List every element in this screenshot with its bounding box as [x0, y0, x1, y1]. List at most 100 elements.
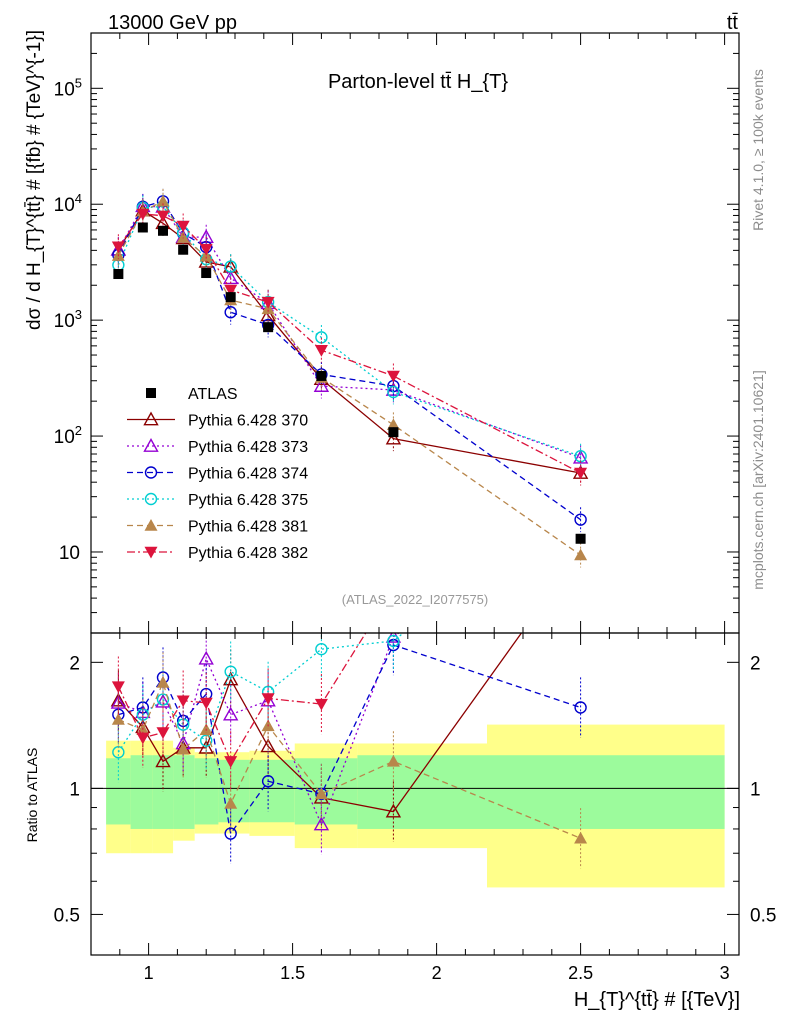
series-point-2-9 — [574, 513, 587, 526]
series-point-5-0 — [111, 241, 125, 254]
stat-band-6 — [249, 759, 295, 823]
ratio-tick-label: 0.5 — [54, 905, 80, 926]
ratio-point-1-9 — [574, 489, 587, 501]
series-point-5-2 — [156, 210, 170, 223]
ratio-uncertainty-bands — [106, 724, 725, 888]
legend-marker-4 — [144, 492, 158, 506]
series-line-3 — [117, 205, 581, 457]
ratio-point-5-3 — [176, 695, 190, 708]
ratio-line-4 — [118, 680, 581, 839]
ratio-point-1-0 — [110, 694, 127, 709]
legend-label-2: Pythia 6.428 373 — [188, 439, 308, 456]
x-tick-label: 1 — [144, 963, 154, 983]
ratio-point-0-2 — [155, 753, 171, 768]
y-tick-label: 103 — [54, 307, 82, 332]
legend-label-5: Pythia 6.428 381 — [188, 519, 308, 536]
axis-ticks: 1 1.5 2 2.5 3 10 102 103 104 105 0.5 0.5 1 1 2 2 — [54, 32, 776, 983]
chart-title: Parton-level tt̄ H_{T} — [328, 71, 508, 93]
series-point-1-9 — [572, 449, 589, 464]
process-label: tt̄ — [727, 12, 739, 34]
stat-band-4 — [194, 758, 219, 825]
series-point-5-6 — [261, 296, 275, 309]
series-point-4-4 — [199, 249, 213, 262]
rivet-label: Rivet 4.1.0, ≥ 100k events — [750, 69, 766, 231]
series-point-5-8 — [386, 370, 400, 383]
series-point-3-5 — [224, 260, 237, 273]
legend-marker-3 — [144, 466, 158, 479]
ratio-point-2-6 — [261, 775, 275, 788]
ratio-point-5-6 — [261, 693, 275, 705]
series-point-5-9 — [574, 467, 588, 480]
ratio-point-5-2 — [156, 727, 170, 739]
ratio-point-4-0 — [111, 713, 125, 725]
ratio-point-4-3 — [176, 742, 190, 755]
y-tick-label: 10 — [59, 543, 80, 564]
mcplots-label: mcplots.cern.ch [arXiv:2401.10621] — [750, 370, 766, 589]
ratio-point-3-9 — [575, 487, 586, 498]
ratio-point-4-8 — [386, 754, 400, 767]
ratio-tick-label: 1 — [69, 779, 80, 800]
ratio-point-3-4 — [199, 734, 213, 747]
data-point-3 — [178, 244, 189, 255]
data-point-5 — [225, 292, 236, 303]
series-point-5-7 — [314, 345, 328, 357]
series-line-4 — [117, 200, 581, 556]
ratio-point-3-5 — [224, 665, 237, 678]
series-point-0-8 — [385, 430, 402, 445]
legend-label-6: Pythia 6.428 382 — [188, 545, 308, 562]
series-line-5 — [117, 213, 581, 474]
stat-band-3 — [173, 755, 195, 829]
series-point-4-2 — [156, 194, 170, 207]
y-axis-label: dσ / d H_{T}^{tt̄} # [{fb} # {TeV}^{-1}] — [24, 30, 45, 330]
analysis-label: (ATLAS_2022_I2077575) — [342, 592, 488, 607]
y-tick-label: 104 — [54, 191, 82, 216]
ratio-point-5-5 — [224, 756, 238, 768]
ratio-tick-label-right: 0.5 — [750, 905, 776, 926]
ratio-point-4-2 — [156, 675, 170, 688]
legend-marker-2 — [143, 438, 159, 452]
x-axis-label: H_{T}^{tt̄} # [{TeV}] — [574, 989, 740, 1011]
data-point-8 — [388, 427, 399, 438]
legend-label-1: Pythia 6.428 370 — [188, 413, 308, 430]
plot-frames — [90, 32, 740, 956]
series-point-5-5 — [224, 284, 238, 297]
y-tick-label: 102 — [54, 423, 82, 448]
ratio-point-3-8 — [387, 634, 400, 648]
legend-marker-0 — [146, 388, 156, 398]
ratio-point-1-5 — [222, 706, 239, 721]
series-point-4-3 — [176, 231, 190, 243]
ratio-line-2 — [118, 644, 581, 836]
x-tick-label: 2.5 — [568, 963, 593, 983]
ratio-point-1-7 — [313, 816, 330, 831]
stat-band-2 — [152, 755, 174, 829]
stat-band-9 — [487, 755, 725, 829]
data-point-4 — [201, 268, 212, 279]
ratio-line-3 — [117, 633, 405, 753]
legend-marker-1 — [143, 411, 159, 426]
ratio-point-5-7 — [314, 698, 328, 711]
ratio-tick-label-right: 2 — [750, 653, 761, 674]
data-point-2 — [158, 225, 168, 236]
series-point-4-8 — [386, 418, 400, 431]
ratio-tick-label-right: 1 — [750, 779, 761, 800]
ratio-line-0 — [117, 633, 523, 813]
legend-label-0: ATLAS — [188, 386, 238, 403]
legend: ATLAS Pythia 6.428 370 Pythia 6.428 373 Pyt… — [127, 386, 308, 562]
series-point-1-7 — [313, 378, 330, 392]
ratio-frame — [90, 632, 740, 956]
legend-label-3: Pythia 6.428 374 — [188, 466, 308, 483]
ratio-point-3-7 — [315, 642, 328, 656]
stat-band-1 — [130, 755, 153, 829]
ratio-point-4-5 — [224, 797, 238, 809]
ratio-point-4-9 — [574, 831, 588, 844]
series-point-3-8 — [387, 385, 400, 399]
ratio-tick-label: 2 — [69, 653, 80, 674]
ratio-point-1-4 — [198, 650, 214, 665]
ratio-point-5-1 — [136, 732, 150, 745]
legend-label-4: Pythia 6.428 375 — [188, 492, 308, 509]
ratio-series-group — [110, 487, 588, 869]
series-point-4-9 — [574, 548, 588, 561]
y-tick-label: 105 — [54, 75, 82, 100]
energy-label: 13000 GeV pp — [108, 12, 237, 34]
